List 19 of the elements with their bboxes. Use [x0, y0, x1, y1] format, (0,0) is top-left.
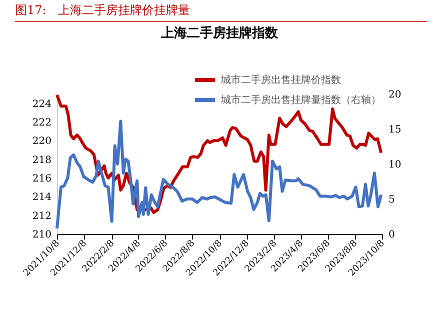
caption: 图17: 上海二手房挂牌价挂牌量	[15, 2, 427, 22]
line-series	[56, 93, 383, 214]
y-tick-label: 210	[32, 230, 52, 240]
legend-label: 城市二手房出售挂牌量指数（右轴）	[220, 94, 381, 106]
y-tick-label: 218	[32, 154, 52, 166]
y2-tick-label: 10	[388, 160, 402, 170]
y-tick-label: 214	[32, 192, 52, 204]
y-tick-label: 222	[32, 118, 52, 128]
y-tick-label: 224	[32, 98, 52, 110]
y2-tick-label: 20	[388, 90, 402, 100]
y-tick-label: 212	[32, 210, 52, 222]
legend-label: 城市二手房出售挂牌价指数	[220, 74, 341, 86]
line-series	[56, 120, 383, 230]
y-tick-label: 216	[32, 174, 52, 184]
y2-tick-label: 15	[388, 124, 402, 136]
y2-tick-label: 0	[388, 230, 395, 240]
y2-tick-label: 5	[388, 194, 395, 206]
chart-title: 上海二手房挂牌指数	[160, 25, 279, 41]
y-tick-label: 220	[32, 136, 52, 148]
